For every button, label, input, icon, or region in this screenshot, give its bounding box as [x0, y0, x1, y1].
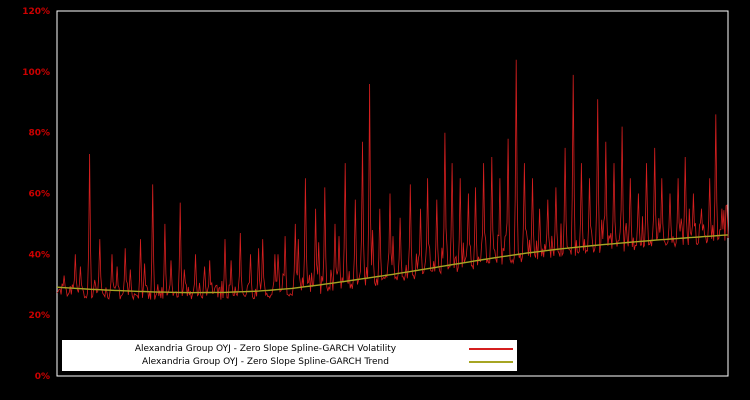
legend-line-sample-trend [469, 360, 513, 363]
y-tick-label: 0% [35, 372, 50, 382]
y-tick-label: 20% [28, 311, 50, 321]
y-tick-label: 100% [22, 68, 50, 78]
y-tick-label: 80% [28, 129, 50, 139]
y-tick-label: 40% [28, 250, 50, 260]
legend-label-volatility: Alexandria Group OYJ - Zero Slope Spline… [134, 343, 397, 354]
trend-series-line [56, 234, 729, 294]
legend-row-trend: Alexandria Group OYJ - Zero Slope Spline… [66, 355, 513, 368]
chart-legend: Alexandria Group OYJ - Zero Slope Spline… [62, 340, 517, 371]
y-axis-tick-labels: 0% 20% 40% 60% 80% 100% 120% [22, 7, 50, 382]
plot-frame [56, 10, 729, 377]
legend-label-trend: Alexandria Group OYJ - Zero Slope Spline… [142, 356, 389, 367]
legend-row-volatility: Alexandria Group OYJ - Zero Slope Spline… [66, 342, 513, 355]
legend-line-sample-volatility [469, 347, 513, 350]
y-tick-label: 60% [28, 190, 50, 200]
volatility-series-line [56, 59, 729, 301]
y-tick-label: 120% [22, 7, 50, 17]
